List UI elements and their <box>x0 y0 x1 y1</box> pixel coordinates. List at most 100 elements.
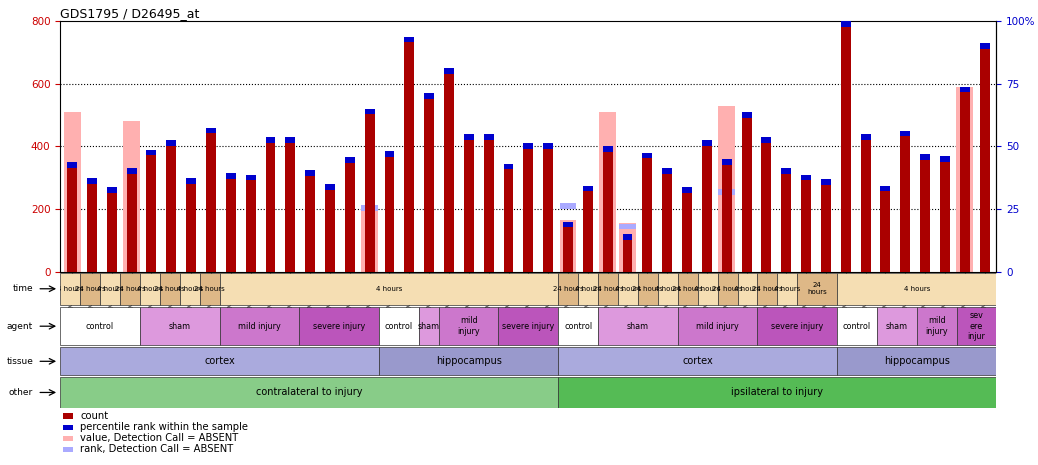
Bar <box>758 307 837 345</box>
Bar <box>305 170 316 176</box>
Bar <box>60 307 140 345</box>
Bar <box>285 137 295 143</box>
Bar <box>920 154 930 272</box>
Bar <box>220 272 558 305</box>
Bar <box>543 143 553 149</box>
Bar <box>880 186 891 192</box>
Text: 4 hours: 4 hours <box>904 286 930 292</box>
Text: value, Detection Call = ABSENT: value, Detection Call = ABSENT <box>80 433 239 443</box>
FancyBboxPatch shape <box>63 446 74 452</box>
Bar <box>325 184 335 190</box>
Bar <box>199 272 220 305</box>
Bar <box>623 234 632 240</box>
Bar <box>67 162 77 272</box>
Text: contralateral to injury: contralateral to injury <box>256 387 362 398</box>
Text: GDS1795 / D26495_at: GDS1795 / D26495_at <box>60 7 199 20</box>
Bar <box>782 168 791 272</box>
Bar <box>658 272 678 305</box>
Bar <box>960 87 969 93</box>
Bar <box>920 154 930 160</box>
Bar <box>682 187 692 193</box>
Bar <box>464 134 473 272</box>
Bar <box>718 106 735 272</box>
Bar <box>140 307 220 345</box>
Bar <box>721 159 732 272</box>
Bar <box>299 307 379 345</box>
Bar <box>762 137 771 143</box>
Text: 4 hours: 4 hours <box>655 286 681 292</box>
Bar <box>63 112 81 272</box>
Bar <box>618 272 638 305</box>
Bar <box>160 272 180 305</box>
Bar <box>503 164 514 272</box>
Bar <box>464 134 473 140</box>
Bar <box>762 137 771 272</box>
Bar <box>702 140 712 146</box>
Bar <box>563 222 573 272</box>
Bar <box>619 223 636 272</box>
FancyBboxPatch shape <box>63 413 74 419</box>
Bar <box>603 146 612 272</box>
Text: mild
injury: mild injury <box>458 317 480 336</box>
Text: 4 hours: 4 hours <box>137 286 163 292</box>
Bar <box>67 162 77 168</box>
Text: sham: sham <box>627 322 649 331</box>
Bar <box>226 173 236 179</box>
Bar <box>523 143 534 149</box>
Bar <box>623 234 632 272</box>
Bar <box>246 175 255 272</box>
Text: sham: sham <box>417 322 440 331</box>
Text: ipsilateral to injury: ipsilateral to injury <box>732 387 823 398</box>
Bar <box>662 168 673 272</box>
Bar <box>960 87 969 272</box>
Bar <box>782 168 791 174</box>
Bar <box>578 272 598 305</box>
Bar <box>127 168 137 272</box>
Bar <box>379 347 558 375</box>
Bar <box>837 307 877 345</box>
Bar <box>583 186 593 192</box>
Bar <box>498 307 558 345</box>
Bar <box>266 137 275 272</box>
Bar <box>405 37 414 42</box>
Bar <box>146 150 157 155</box>
Bar <box>60 272 80 305</box>
Bar <box>877 307 917 345</box>
Bar <box>702 140 712 272</box>
Bar <box>206 127 216 133</box>
Bar <box>405 37 414 272</box>
Bar <box>364 109 375 114</box>
Bar <box>444 68 454 73</box>
Bar <box>682 187 692 272</box>
Text: 4 hours: 4 hours <box>774 286 800 292</box>
Bar <box>107 187 116 193</box>
Text: 24 hours: 24 hours <box>632 286 663 292</box>
Bar <box>777 272 797 305</box>
Text: 24 hours: 24 hours <box>593 286 624 292</box>
Bar <box>80 272 100 305</box>
Bar <box>821 179 830 272</box>
Bar <box>821 179 830 185</box>
Bar <box>166 140 176 272</box>
Bar <box>758 272 777 305</box>
Bar <box>361 205 378 211</box>
Bar <box>861 134 871 140</box>
Text: 4 hours: 4 hours <box>57 286 83 292</box>
Bar <box>87 178 97 184</box>
Text: severe injury: severe injury <box>771 322 823 331</box>
Text: control: control <box>385 322 413 331</box>
Text: 24 hours: 24 hours <box>155 286 185 292</box>
Bar <box>598 272 618 305</box>
Text: 4 hours: 4 hours <box>376 286 402 292</box>
Bar <box>583 186 593 272</box>
Bar <box>186 178 196 184</box>
Bar <box>559 203 576 209</box>
Bar <box>880 186 891 272</box>
Bar <box>563 222 573 227</box>
Text: count: count <box>80 411 108 421</box>
Bar <box>100 272 120 305</box>
Bar <box>220 307 299 345</box>
Text: severe injury: severe injury <box>313 322 365 331</box>
Bar <box>180 272 199 305</box>
Bar <box>956 87 974 272</box>
